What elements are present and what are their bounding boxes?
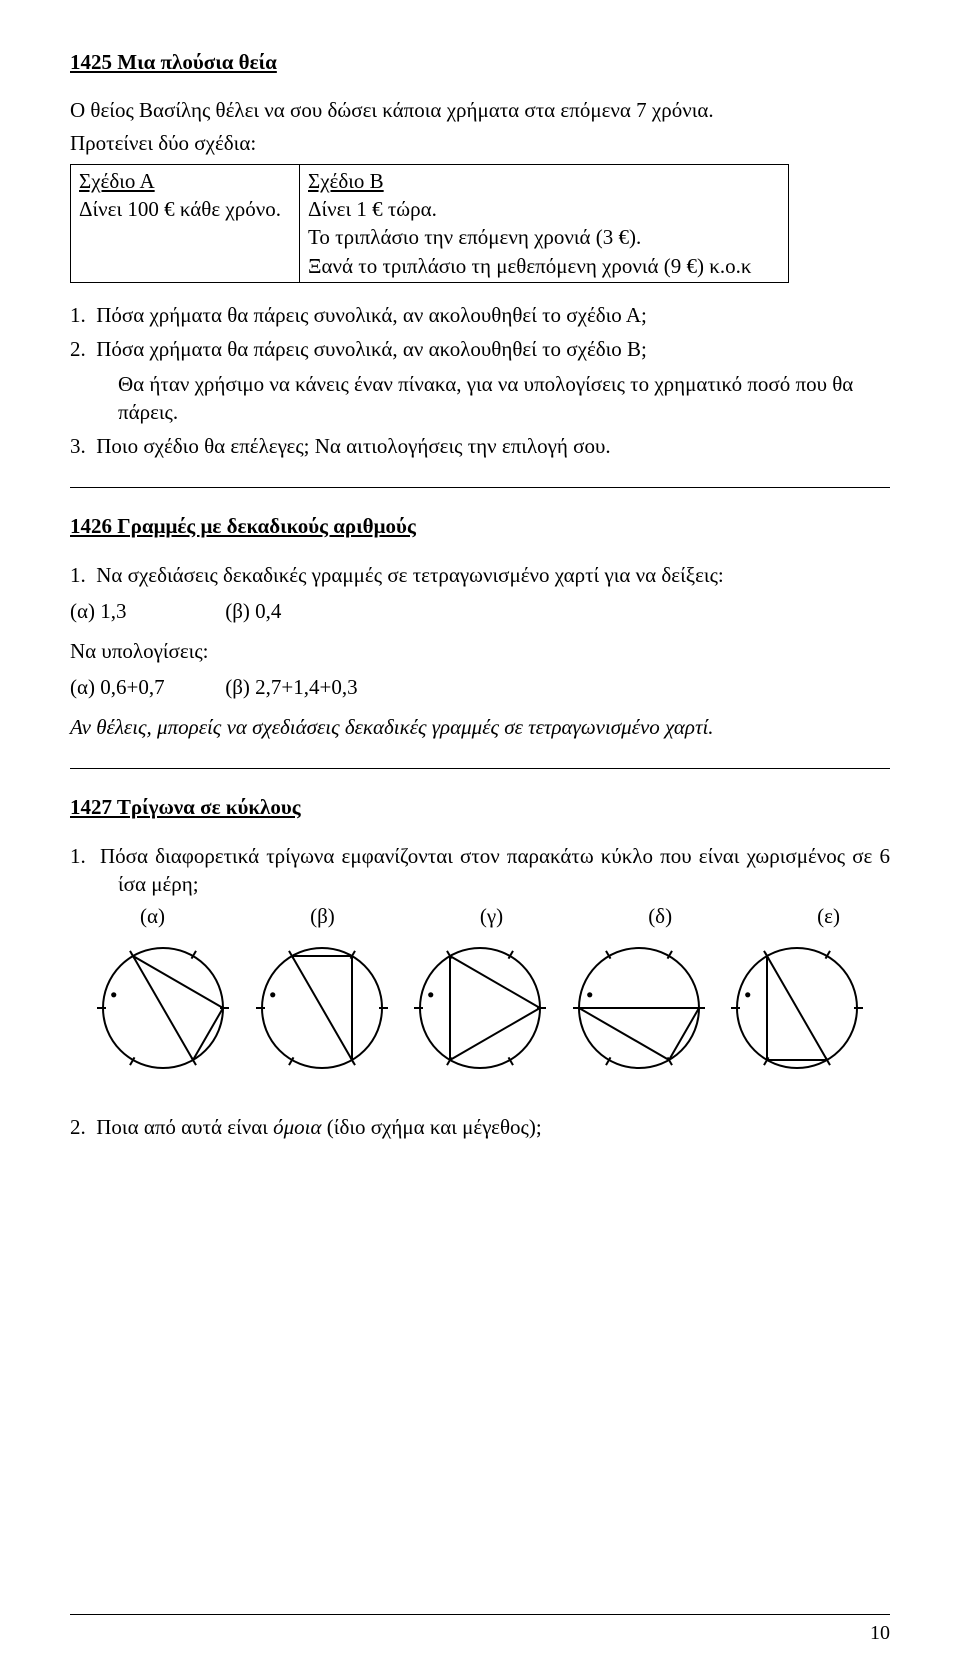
p1427-q1: 1. Πόσα διαφορετικά τρίγωνα εμφανίζονται… [70,842,890,899]
p1425-q1: 1. Πόσα χρήματα θα πάρεις συνολικά, αν α… [70,301,890,329]
p1426-note: Αν θέλεις, μπορείς να σχεδιάσεις δεκαδικ… [70,714,890,741]
plan-b-header: Σχέδιο Β [308,169,384,193]
circle-labels-row: (α) (β) (γ) (δ) (ε) [70,904,890,929]
p1426-q1: 1. Να σχεδιάσεις δεκαδικές γραμμές σε τε… [70,561,890,589]
circle-diagram-a [88,933,238,1083]
p1426-pair2: (α) 0,6+0,7 (β) 2,7+1,4+0,3 [70,675,890,700]
p1426-pair1b: (β) 0,4 [225,599,281,623]
plan-b-line3: Ξανά το τριπλάσιο τη μεθεπόμενη χρονιά (… [308,254,751,278]
section-1425-intro-2: Προτείνει δύο σχέδια: [70,130,890,157]
p1426-calc-intro: Να υπολογίσεις: [70,638,890,665]
circle-diagram-c [405,933,555,1083]
p1427-q2-em: όμοια [273,1115,321,1139]
label-d: (δ) [648,904,672,929]
plan-b-line1: Δίνει 1 € τώρα. [308,197,437,221]
p1426-pair1: (α) 1,3 (β) 0,4 [70,599,890,624]
p1425-q2b: Θα ήταν χρήσιμο να κάνεις έναν πίνακα, γ… [70,370,890,427]
document-page: 1425 Μια πλούσια θεία Ο θείος Βασίλης θέ… [0,0,960,1675]
plan-a-header: Σχέδιο Α [79,169,155,193]
p1427-q2: 2. Ποια από αυτά είναι όμοια (ίδιο σχήμα… [70,1113,890,1141]
page-number: 10 [870,1622,890,1645]
label-b: (β) [310,904,335,929]
p1425-q2a: 2. Πόσα χρήματα θα πάρεις συνολικά, αν α… [70,335,890,363]
label-c: (γ) [480,904,503,929]
section-1427-title: 1427 Τρίγωνα σε κύκλους [70,795,890,820]
section-1425-title: 1425 Μια πλούσια θεία [70,50,890,75]
footer-rule [70,1614,890,1615]
label-a: (α) [140,904,165,929]
divider-1 [70,487,890,488]
p1427-q2-post: (ίδιο σχήμα και μέγεθος); [322,1115,542,1139]
label-e: (ε) [817,904,840,929]
p1426-pair1a: (α) 1,3 [70,599,220,624]
plan-a-text: Δίνει 100 € κάθε χρόνο. [79,197,281,221]
p1426-pair2a: (α) 0,6+0,7 [70,675,220,700]
divider-2 [70,768,890,769]
p1427-q2-pre: 2. Ποια από αυτά είναι [70,1115,273,1139]
plan-b-line2: Το τριπλάσιο την επόμενη χρονιά (3 €). [308,225,641,249]
circle-diagram-e [722,933,872,1083]
circles-row [70,933,890,1083]
p1426-pair2b: (β) 2,7+1,4+0,3 [225,675,357,699]
section-1425-intro-1: Ο θείος Βασίλης θέλει να σου δώσει κάποι… [70,97,890,124]
circle-diagram-b [247,933,397,1083]
circle-diagram-d [564,933,714,1083]
p1425-q3: 3. Ποιο σχέδιο θα επέλεγες; Να αιτιολογή… [70,432,890,460]
plans-table: Σχέδιο Α Δίνει 100 € κάθε χρόνο. Σχέδιο … [70,164,789,283]
section-1426-title: 1426 Γραμμές με δεκαδικούς αριθμούς [70,514,890,539]
